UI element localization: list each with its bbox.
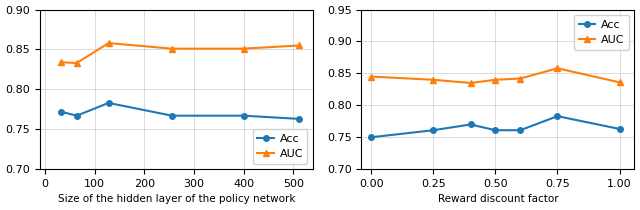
Acc	[240, 114, 248, 117]
Acc	[616, 128, 623, 130]
AUC	[367, 75, 375, 78]
Acc	[73, 114, 81, 117]
AUC	[429, 79, 437, 81]
Legend: Acc, AUC: Acc, AUC	[253, 129, 307, 164]
AUC	[295, 44, 303, 47]
AUC	[616, 81, 623, 84]
Acc	[57, 110, 65, 113]
AUC	[467, 82, 474, 84]
Acc	[516, 129, 524, 131]
Line: Acc: Acc	[58, 100, 302, 122]
Acc	[554, 115, 561, 117]
Line: AUC: AUC	[58, 40, 303, 67]
Acc	[105, 102, 113, 104]
Acc	[295, 118, 303, 120]
AUC	[516, 77, 524, 80]
Acc	[429, 129, 437, 131]
AUC	[240, 47, 248, 50]
AUC	[105, 42, 113, 44]
Acc	[467, 123, 474, 126]
AUC	[492, 79, 499, 81]
Acc	[492, 129, 499, 131]
AUC	[73, 62, 81, 64]
Acc	[168, 114, 176, 117]
Line: AUC: AUC	[368, 65, 623, 87]
Line: Acc: Acc	[369, 113, 622, 140]
AUC	[57, 61, 65, 63]
X-axis label: Size of the hidden layer of the policy network: Size of the hidden layer of the policy n…	[58, 194, 295, 205]
Acc	[367, 136, 375, 139]
AUC	[168, 47, 176, 50]
X-axis label: Reward discount factor: Reward discount factor	[438, 194, 558, 205]
Legend: Acc, AUC: Acc, AUC	[574, 15, 629, 50]
AUC	[554, 67, 561, 70]
